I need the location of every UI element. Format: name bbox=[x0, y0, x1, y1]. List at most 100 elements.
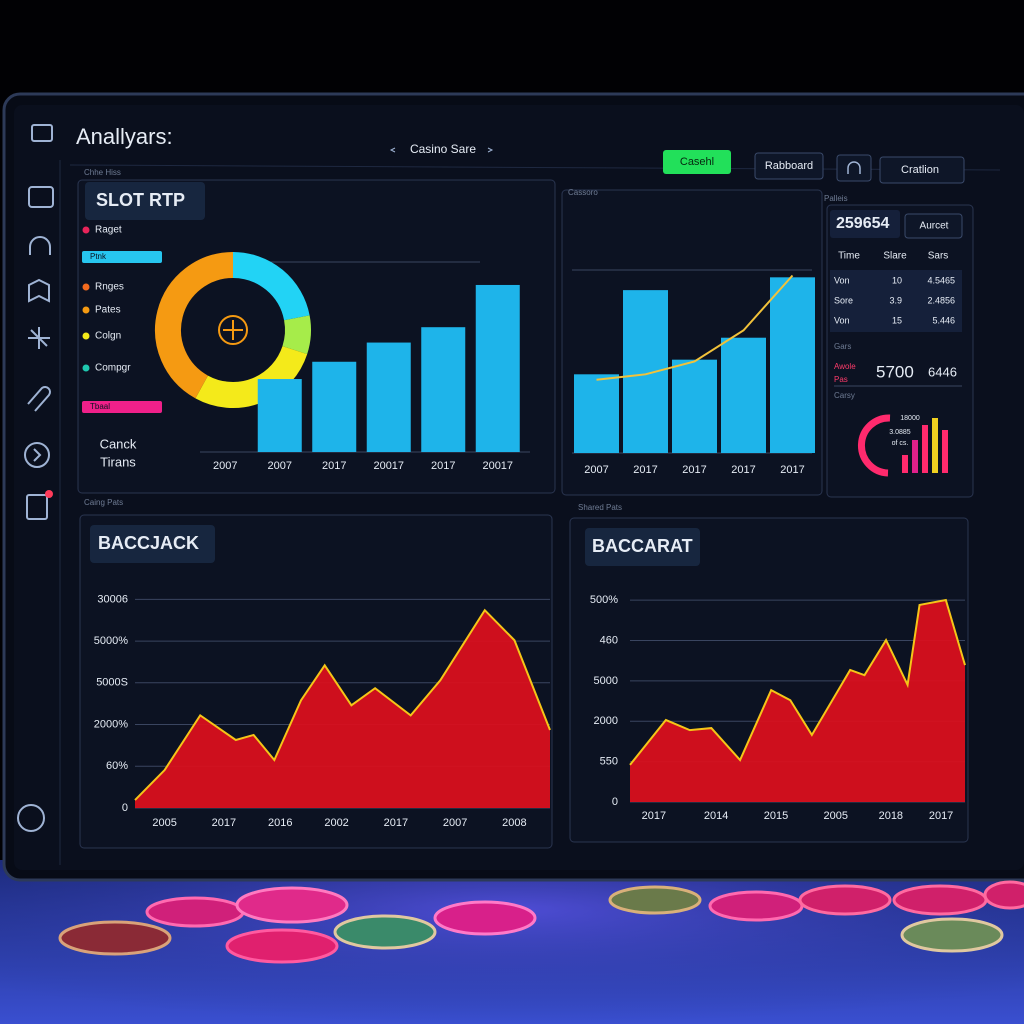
chip bbox=[900, 917, 1004, 953]
table-cell: Sore bbox=[834, 295, 853, 305]
panel-caption: Caing Pats bbox=[84, 498, 123, 507]
area bbox=[630, 600, 965, 802]
x-tick-label: 2016 bbox=[268, 817, 292, 829]
tab-arrows[interactable] bbox=[389, 147, 494, 153]
stat-label: Pas bbox=[834, 375, 848, 384]
chip bbox=[145, 896, 245, 928]
stat-button-label[interactable]: Aurcet bbox=[920, 221, 949, 232]
x-tick-label: 2018 bbox=[879, 810, 903, 822]
bar bbox=[623, 290, 668, 453]
clip-icon[interactable] bbox=[27, 386, 51, 412]
stat-caption: Gars bbox=[834, 342, 851, 351]
arrow-icon[interactable] bbox=[24, 442, 50, 468]
calendar-icon[interactable] bbox=[28, 186, 54, 208]
casino-chips bbox=[58, 880, 1024, 964]
stat-box bbox=[830, 210, 900, 238]
x-tick-label: 2017 bbox=[384, 817, 408, 829]
x-tick-label: 2017 bbox=[682, 464, 706, 476]
table-cell: Von bbox=[834, 315, 850, 325]
y-tick-label: 460 bbox=[600, 634, 618, 646]
stat-table bbox=[830, 270, 962, 332]
panel-caption: Chhe Hiss bbox=[84, 168, 121, 177]
title-box bbox=[585, 528, 700, 566]
tab-label[interactable]: Casino Sare bbox=[410, 142, 476, 156]
app-title: Anallyars: bbox=[76, 124, 173, 149]
report-icon[interactable] bbox=[26, 494, 48, 520]
bar bbox=[312, 361, 357, 452]
y-tick-label: 0 bbox=[612, 796, 618, 808]
area-line bbox=[134, 608, 551, 801]
bar bbox=[770, 277, 815, 453]
chip bbox=[708, 890, 804, 922]
chip bbox=[58, 920, 172, 956]
slot-note: Canck bbox=[100, 436, 137, 451]
chip bbox=[608, 885, 702, 915]
y-tick-label: 30006 bbox=[97, 593, 128, 605]
legend-bar bbox=[82, 401, 162, 413]
gauge-arc bbox=[858, 414, 891, 477]
legend-dot bbox=[82, 364, 90, 372]
x-tick-label: 2002 bbox=[324, 817, 348, 829]
table-cell: 15 bbox=[892, 315, 902, 325]
sidebar bbox=[17, 124, 54, 832]
scale-icon[interactable] bbox=[28, 327, 50, 349]
settings-icon[interactable] bbox=[17, 804, 45, 832]
headset-icon[interactable] bbox=[29, 236, 51, 255]
legend-label: Rnges bbox=[95, 282, 124, 293]
area-line bbox=[629, 598, 966, 766]
y-tick-label: 5000S bbox=[96, 677, 128, 689]
bar bbox=[942, 430, 948, 473]
x-tick-label: 2017 bbox=[212, 817, 236, 829]
x-tick-label: 2017 bbox=[633, 464, 657, 476]
x-tick-label: 2017 bbox=[929, 810, 953, 822]
chip bbox=[892, 884, 988, 916]
x-tick-label: 2014 bbox=[704, 810, 728, 822]
chip bbox=[798, 884, 892, 916]
stat-rows: Von 10 4.5465 Sore 3.9 2.4856 Von 15 5.446 bbox=[834, 275, 955, 325]
stat-value: 6446 bbox=[928, 364, 957, 379]
legend-dot bbox=[82, 226, 90, 234]
green-button-label[interactable]: Casehl bbox=[680, 156, 714, 168]
slot-legend: Raget Ptnk Rnges Pates Colgn Compgr Tbaal bbox=[82, 225, 162, 413]
legend-label: Colgn bbox=[95, 331, 121, 342]
menu-icon[interactable] bbox=[31, 124, 53, 142]
table-header: Slare bbox=[883, 251, 907, 262]
donut-segment bbox=[232, 252, 310, 321]
x-tick-label: 2008 bbox=[502, 817, 526, 829]
legend-bar bbox=[82, 251, 162, 263]
bar bbox=[932, 418, 938, 473]
chip bbox=[983, 880, 1024, 910]
slot-title: SLOT RTP bbox=[96, 190, 185, 210]
dashboard-button-label[interactable]: Rabboard bbox=[765, 160, 813, 172]
y-tick-label: 5000 bbox=[594, 675, 618, 687]
table-cell: 5.446 bbox=[932, 315, 955, 325]
bar bbox=[922, 425, 928, 473]
dashboard-button[interactable] bbox=[754, 152, 824, 180]
map-icon[interactable] bbox=[28, 278, 50, 303]
chip bbox=[225, 928, 339, 964]
line bbox=[596, 274, 794, 381]
chip bbox=[333, 914, 437, 950]
y-tick-label: 2000 bbox=[594, 715, 618, 727]
stat-button[interactable] bbox=[904, 213, 963, 239]
donut-segment bbox=[282, 315, 311, 355]
bar bbox=[475, 284, 520, 452]
panel-caption: Palleis bbox=[824, 194, 848, 203]
y-tick-label: 5000% bbox=[94, 635, 128, 647]
x-tick-label: 2017 bbox=[780, 464, 804, 476]
table-cell: 4.5465 bbox=[927, 275, 955, 285]
table-cell: 3.9 bbox=[889, 295, 902, 305]
icon-button[interactable] bbox=[836, 154, 872, 182]
bar bbox=[912, 440, 918, 473]
title-box bbox=[85, 182, 205, 220]
x-tick-label: 2017 bbox=[642, 810, 666, 822]
green-button[interactable] bbox=[663, 150, 731, 174]
x-tick-label: 20017 bbox=[482, 460, 513, 472]
arrow-glyph bbox=[33, 448, 42, 462]
legend-label: Pates bbox=[95, 305, 121, 316]
creation-button[interactable] bbox=[879, 156, 965, 184]
bar bbox=[421, 327, 466, 452]
donut-icon bbox=[218, 315, 248, 345]
slot-note: Tirans bbox=[100, 454, 136, 469]
creation-button-label[interactable]: Cratlion bbox=[901, 164, 939, 176]
